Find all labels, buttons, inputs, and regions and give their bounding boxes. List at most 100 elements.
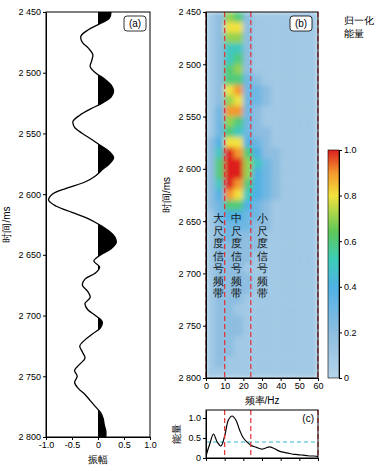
heatmap-cell [225, 315, 234, 325]
heatmap-cell [234, 106, 243, 116]
tick-label: 2 650 [178, 217, 201, 227]
heatmap-cell [215, 158, 224, 168]
tick: 0.2 [339, 328, 357, 338]
heatmap-cell [271, 232, 280, 242]
heatmap-cell [290, 357, 299, 367]
heatmap-cell [253, 96, 262, 106]
tick-label: 0.8 [344, 191, 357, 201]
heatmap-cell [253, 54, 262, 64]
heatmap-cell [253, 326, 262, 336]
heatmap-cell [299, 169, 308, 179]
heatmap-cell [281, 284, 290, 294]
heatmap-cell [225, 357, 234, 367]
heatmap-cell [206, 190, 215, 200]
tick-mark [262, 458, 263, 461]
heatmap-cell [253, 106, 262, 116]
tick-label: 2 450 [18, 7, 41, 17]
heatmap-cell [281, 368, 290, 378]
tick: 2 650 [18, 250, 46, 260]
heatmap-cell [309, 326, 318, 336]
heatmap-cell [206, 179, 215, 189]
heatmap-cell [281, 315, 290, 325]
heatmap-cell [290, 263, 299, 273]
heatmap-cell [225, 22, 234, 32]
heatmap-cell [206, 305, 215, 315]
heatmap-cell [234, 127, 243, 137]
heatmap-cell [225, 326, 234, 336]
heatmap-cell [206, 315, 215, 325]
heatmap-cell [234, 85, 243, 95]
heatmap-cell [206, 368, 215, 378]
heatmap-cell [309, 85, 318, 95]
heatmap-cell [271, 33, 280, 43]
heatmap-cell [271, 106, 280, 116]
heatmap-cell [262, 64, 271, 74]
heatmap-cell [290, 33, 299, 43]
tick-label: 2 600 [18, 190, 41, 200]
heatmap-cell [253, 158, 262, 168]
tick-label: 2 550 [178, 112, 201, 122]
heatmap-cell [299, 294, 308, 304]
tick-label: 1.0 [344, 145, 357, 155]
x-axis [207, 458, 319, 461]
heatmap-cell [299, 190, 308, 200]
heatmap-cell [290, 294, 299, 304]
heatmap-cell [290, 368, 299, 378]
heatmap-cell [309, 75, 318, 85]
tick: 0.8 [339, 191, 357, 201]
tick-mark [203, 64, 206, 65]
tick-label: -1.0 [39, 440, 55, 450]
spectrum-line [206, 416, 318, 456]
heatmap-cell [225, 12, 234, 22]
heatmap-cell [281, 96, 290, 106]
heatmap-cell [225, 43, 234, 53]
heatmap-cell [206, 33, 215, 43]
heatmap-cell [299, 179, 308, 189]
heatmap-cell [299, 326, 308, 336]
heatmap-cell [215, 12, 224, 22]
heatmap-cell [290, 106, 299, 116]
heatmap-cell [290, 127, 299, 137]
heatmap-cell [281, 127, 290, 137]
heatmap-cell [299, 54, 308, 64]
heatmap-cell [225, 336, 234, 346]
heatmap-cell [253, 347, 262, 357]
heatmap-cell [309, 232, 318, 242]
heatmap-cell [253, 127, 262, 137]
tick: 50 [295, 378, 305, 391]
heatmap-cell [309, 200, 318, 210]
heatmap-cell [253, 43, 262, 53]
heatmap-cell [234, 22, 243, 32]
heatmap-cell [215, 357, 224, 367]
heatmap-cell [309, 179, 318, 189]
heatmap-cell [262, 357, 271, 367]
heatmap-cell [215, 75, 224, 85]
heatmap-cells [206, 12, 318, 378]
heatmap-cell [299, 137, 308, 147]
tick-mark [203, 273, 206, 274]
band-annotation: 小尺度信号频带 [257, 212, 268, 299]
heatmap-cell [299, 148, 308, 158]
heatmap-cell [271, 368, 280, 378]
heatmap-cell [225, 75, 234, 85]
heatmap-cell [271, 273, 280, 283]
heatmap-cell [281, 294, 290, 304]
heatmap-cell [299, 75, 308, 85]
heatmap-cell [215, 64, 224, 74]
heatmap-cell [271, 284, 280, 294]
tick: 20 [239, 378, 249, 391]
heatmap-cell [215, 305, 224, 315]
heatmap-cell [253, 357, 262, 367]
axis-line [339, 151, 340, 379]
heatmap-cell [262, 315, 271, 325]
heatmap-cell [215, 190, 224, 200]
tick [281, 458, 282, 461]
heatmap-cell [234, 347, 243, 357]
heatmap-cell [215, 33, 224, 43]
heatmap-cell [253, 368, 262, 378]
tick-mark [339, 378, 342, 379]
heatmap-cell [206, 336, 215, 346]
heatmap-cell [309, 148, 318, 158]
panel-label-text: (c) [302, 413, 314, 424]
heatmap-cell [206, 200, 215, 210]
